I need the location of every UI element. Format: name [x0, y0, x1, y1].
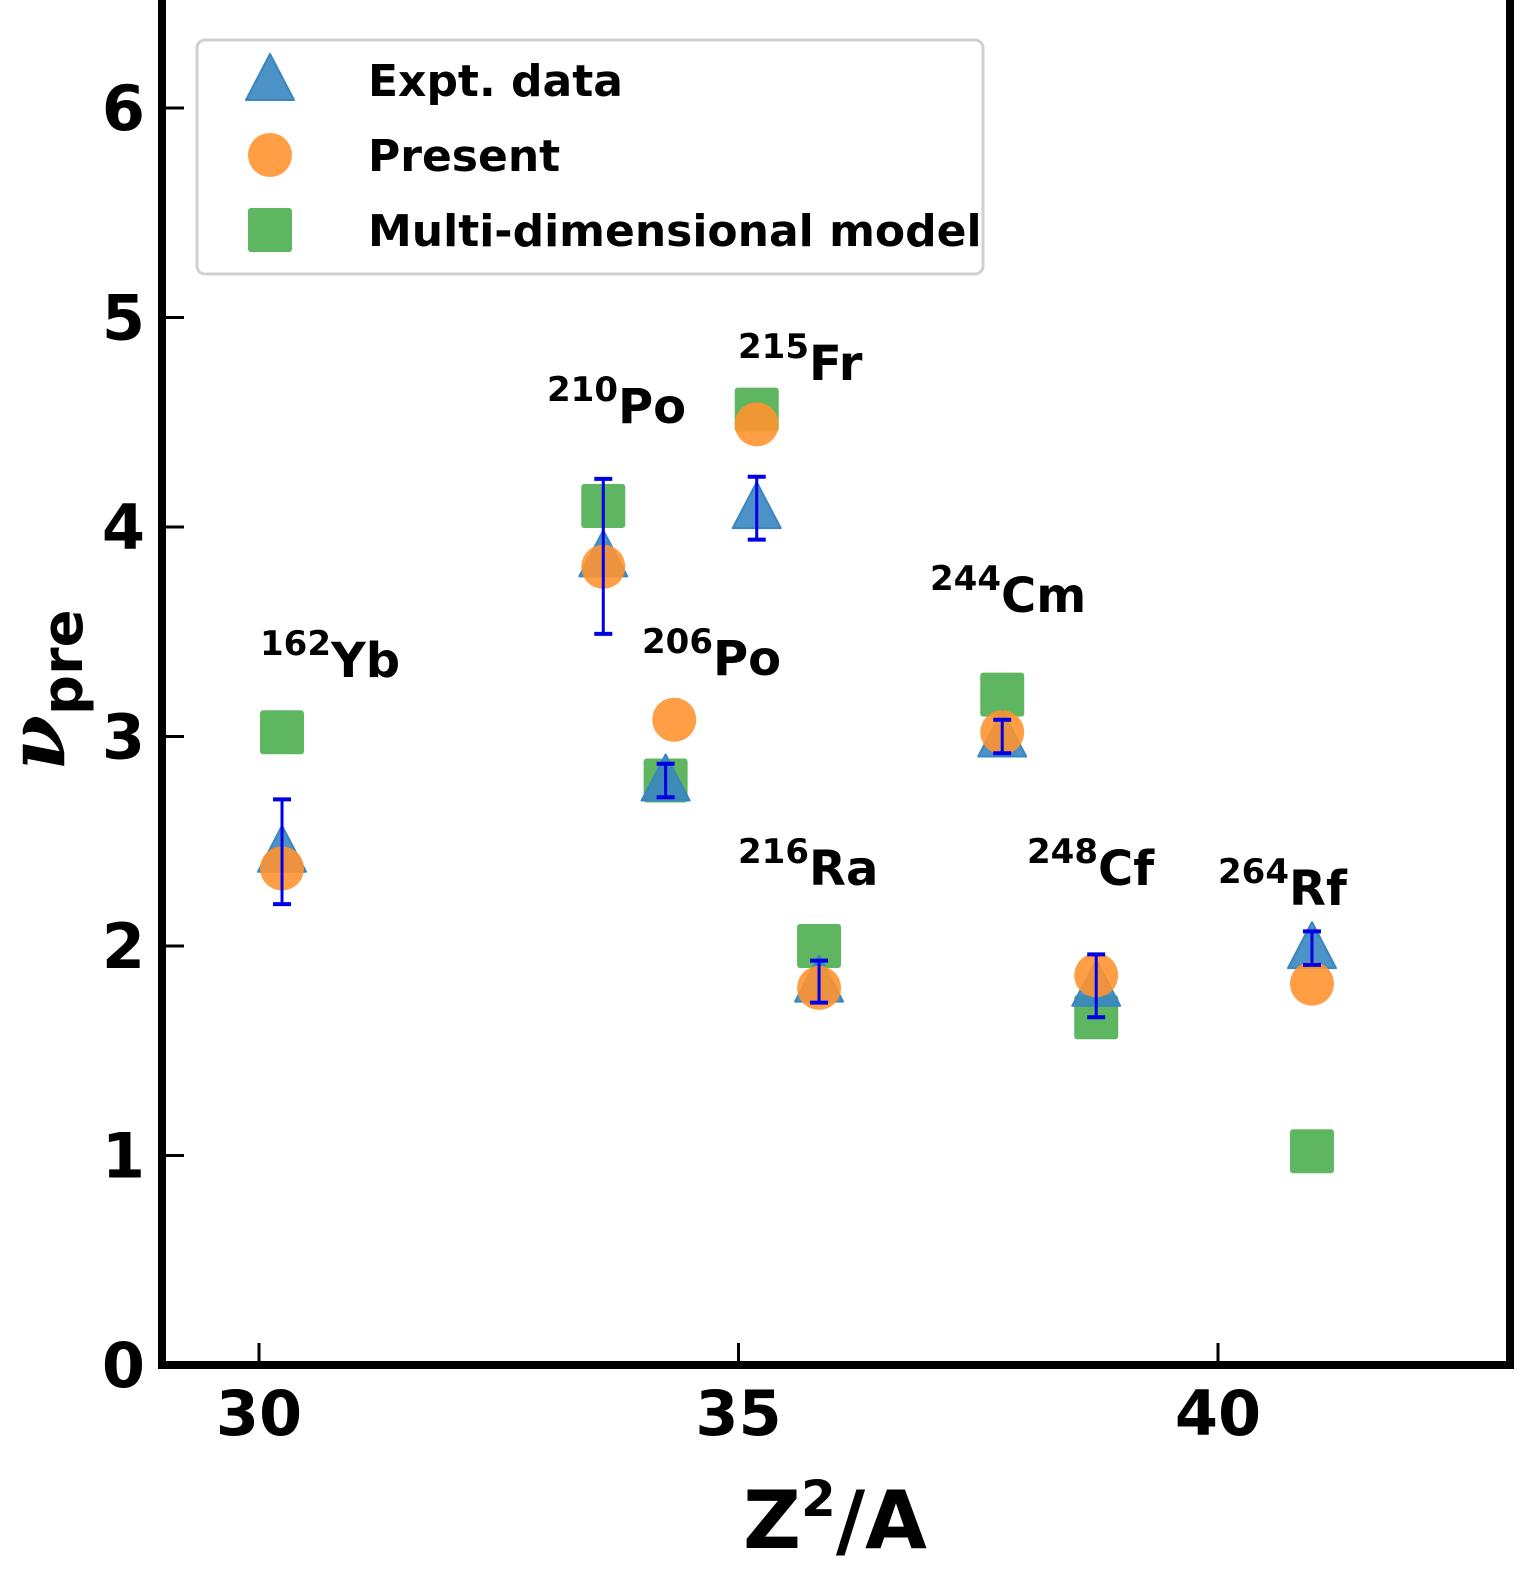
square-point — [980, 672, 1025, 717]
error-bar — [594, 476, 613, 636]
isotope-mass: 162 — [260, 624, 331, 664]
isotope-label: 206Po — [642, 622, 781, 687]
square-point — [797, 924, 842, 968]
isotope-element: Rf — [1289, 861, 1348, 917]
x-tick-label: 30 — [216, 1377, 302, 1450]
isotope-element: Cf — [1098, 841, 1155, 897]
isotope-element: Fr — [809, 336, 863, 392]
circle-point — [652, 697, 697, 742]
error-bar — [656, 761, 675, 800]
isotope-mass: 216 — [738, 832, 809, 872]
legend-item-0: Expt. data — [245, 53, 623, 107]
plot-area — [257, 387, 1337, 1174]
square-point — [260, 710, 305, 755]
x-axis-title: Z2/A — [743, 1470, 927, 1567]
y-tick-label: 2 — [102, 910, 145, 983]
legend-triangle-icon — [245, 53, 295, 101]
isotope-mass: 206 — [642, 622, 713, 662]
circle-point — [1289, 961, 1334, 1006]
isotope-mass: 210 — [547, 370, 618, 410]
error-bar — [273, 797, 292, 907]
legend-item-1: Present — [248, 131, 560, 182]
legend-box — [195, 38, 985, 276]
isotope-element: Yb — [330, 633, 400, 689]
isotope-element: Po — [618, 379, 686, 435]
y-tick-label: 6 — [102, 72, 145, 145]
isotope-element: Po — [713, 631, 781, 687]
x-axis-title-sup: 2 — [801, 1470, 836, 1528]
y-tick-label: 4 — [102, 491, 145, 564]
y-axis-title-main: ν — [0, 715, 83, 771]
error-bar — [747, 474, 766, 542]
isotope-mass: 215 — [738, 327, 809, 367]
legend-label: Expt. data — [368, 56, 623, 107]
y-axis-title-sub: pre — [31, 609, 96, 715]
error-bars — [273, 474, 1321, 1020]
error-bar — [993, 717, 1012, 756]
isotope-mass: 244 — [930, 559, 1001, 599]
x-tick-label: 40 — [1175, 1377, 1261, 1450]
error-bar — [1302, 929, 1321, 967]
isotope-label: 264Rf — [1218, 852, 1348, 917]
y-tick-label: 5 — [102, 282, 145, 355]
isotope-label: 244Cm — [930, 559, 1086, 624]
circle-point — [734, 402, 779, 447]
legend-item-2: Multi-dimensional model — [248, 206, 982, 257]
x-tick-label: 35 — [695, 1377, 781, 1450]
x-axis-title-rest: /A — [836, 1474, 927, 1567]
plot-frame — [158, 0, 1514, 1369]
isotope-label: 248Cf — [1027, 832, 1155, 897]
x-axis-title-base: Z — [743, 1474, 801, 1567]
isotope-label: 210Po — [547, 370, 686, 435]
error-bar — [810, 958, 829, 1005]
square-point — [1289, 1129, 1334, 1174]
isotope-label: 215Fr — [738, 327, 863, 392]
y-axis-title: νpre — [0, 609, 96, 770]
error-bar — [1087, 952, 1106, 1020]
isotope-mass: 248 — [1027, 832, 1098, 872]
isotope-label: 162Yb — [260, 624, 400, 689]
isotope-element: Cm — [1001, 568, 1086, 624]
y-tick-label: 0 — [102, 1329, 145, 1402]
legend-label: Multi-dimensional model — [368, 206, 982, 257]
legend-square-icon — [248, 208, 292, 252]
isotope-element: Ra — [809, 841, 878, 897]
legend: Expt. data Present Multi-dimensional model — [195, 38, 985, 276]
isotope-label: 216Ra — [738, 832, 878, 897]
legend-label: Present — [368, 131, 560, 182]
y-tick-label: 1 — [102, 1120, 145, 1193]
legend-circle-icon — [248, 133, 292, 177]
isotope-mass: 264 — [1218, 852, 1289, 892]
y-tick-label: 3 — [102, 701, 145, 774]
